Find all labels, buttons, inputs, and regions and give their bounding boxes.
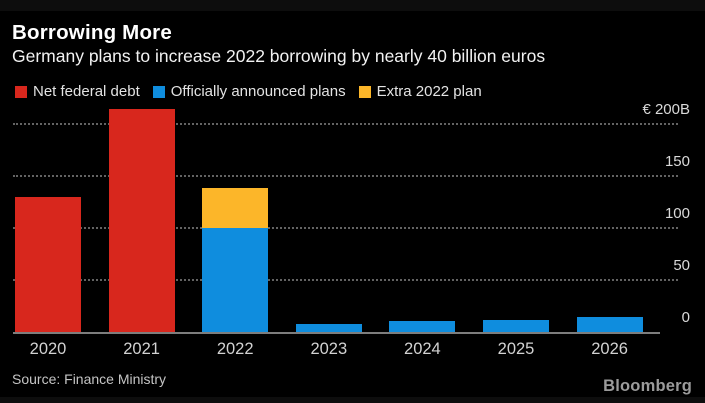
x-axis-tick-label: 2025 [497, 340, 535, 358]
source-note: Source: Finance Ministry [12, 371, 167, 387]
bar-segment-2023 [295, 323, 362, 332]
legend-swatch [15, 85, 27, 98]
legend-label: Officially announced plans [170, 83, 346, 100]
x-axis-tick-label: 2024 [404, 340, 441, 358]
bar-segment-2020 [15, 197, 81, 332]
x-axis-tick-label: 2023 [310, 340, 348, 358]
chart-subtitle: Germany plans to increase 2022 borrowing… [12, 46, 546, 66]
bar-segment-2024 [389, 320, 456, 332]
y-axis-tick-label: 100 [664, 205, 690, 223]
legend-item: Extra 2022 plan [358, 83, 482, 100]
chart-title: Borrowing More [12, 21, 172, 44]
x-axis-tick-label: 2026 [591, 340, 628, 358]
y-axis-tick-label: 50 [673, 257, 690, 275]
gridline [13, 123, 678, 126]
x-axis-baseline [13, 332, 660, 334]
legend-label: Net federal debt [33, 83, 140, 100]
bar-segment-2025 [483, 319, 549, 332]
y-axis-tick-label: 0 [681, 309, 690, 326]
legend-label: Extra 2022 plan [376, 83, 482, 100]
y-axis-tick-label: 150 [664, 153, 690, 171]
bar-segment-2026 [576, 317, 643, 332]
bottom-letterbox [0, 397, 705, 403]
x-axis-tick-label: 2022 [216, 340, 254, 358]
x-axis-tick-label: 2020 [29, 340, 67, 358]
legend-swatch [152, 85, 165, 98]
bar-segment-2021 [108, 108, 175, 332]
legend: Net federal debt Officially announced pla… [15, 83, 482, 100]
bloomberg-logo: Bloomberg [603, 377, 692, 395]
legend-item: Net federal debt [15, 83, 140, 100]
gridline [13, 175, 678, 178]
legend-item: Officially announced plans [152, 83, 346, 100]
top-letterbox [0, 0, 705, 11]
gridline [13, 279, 678, 282]
y-axis-tick-label: € 200B [642, 101, 690, 119]
legend-swatch [358, 85, 371, 98]
bar-segment-2022 [202, 228, 269, 332]
bar-segment-2022 [202, 187, 269, 229]
gridline [13, 227, 678, 230]
x-axis-tick-label: 2021 [123, 340, 160, 358]
